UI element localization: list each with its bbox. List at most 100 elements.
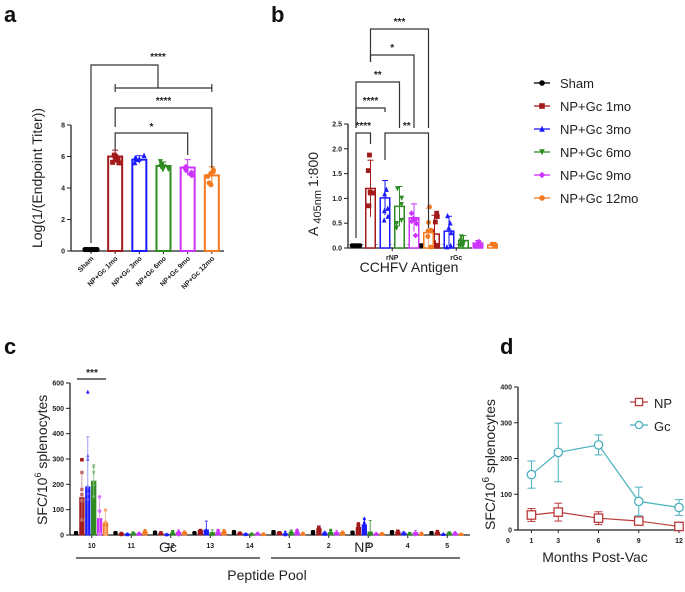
data-point: [80, 487, 84, 492]
bar: [310, 529, 316, 535]
significance-bracket: [90, 64, 159, 243]
data-point: [458, 234, 464, 240]
legend-marker: [634, 420, 644, 430]
data-point: [475, 243, 482, 249]
x-tick-label: 0: [506, 538, 510, 545]
y-tick-label: 200: [500, 456, 512, 463]
legend-label: NP+Gc 3mo: [560, 122, 631, 137]
group-label-gc: Gc: [159, 539, 177, 555]
data-point: [553, 447, 564, 458]
significance-stars: ****: [355, 121, 371, 132]
legend-label: NP: [654, 396, 672, 411]
y-tick-label: 600: [52, 381, 64, 388]
data-point: [215, 530, 221, 535]
legend-marker: [539, 149, 545, 156]
data-point: [381, 207, 387, 214]
x-tick-label: 2: [327, 543, 331, 550]
data-point: [131, 532, 135, 537]
data-point: [425, 234, 431, 239]
data-point: [198, 529, 203, 533]
data-point: [250, 532, 254, 537]
data-point: [159, 531, 163, 535]
data-point: [381, 217, 387, 223]
data-point: [143, 529, 147, 534]
significance-bracket: [355, 81, 401, 128]
data-point: [446, 224, 452, 231]
x-tick-label: 5: [445, 543, 449, 550]
y-tick-label: 500: [52, 406, 64, 413]
data-point: [367, 189, 373, 195]
x-tick-label: 11: [128, 543, 136, 550]
y-tick-label: 0: [61, 249, 65, 256]
data-point: [427, 204, 432, 210]
y-axis-label-part: SFC/10: [34, 477, 50, 525]
data-point: [394, 225, 400, 231]
y-tick-label: 8: [61, 123, 65, 130]
y-axis-label-part: splenocytes: [482, 399, 498, 477]
y-tick-label: 2.0: [332, 146, 342, 153]
data-point: [340, 531, 345, 536]
bar: [131, 158, 148, 252]
data-point: [92, 495, 96, 500]
bar: [389, 529, 395, 535]
y-tick-label: 300: [500, 420, 512, 427]
y-tick-label: 6: [61, 154, 65, 161]
data-point: [435, 529, 440, 534]
data-point: [132, 159, 138, 166]
bar: [107, 155, 124, 252]
legend-label: Sham: [560, 76, 594, 91]
significance-stars: ***: [86, 368, 98, 379]
data-point: [94, 246, 100, 253]
significance-stars: *: [149, 122, 153, 133]
bar: [350, 530, 355, 535]
y-axis-label-part: splenocytes: [34, 395, 50, 473]
significance-bracket: [355, 132, 372, 238]
data-point: [188, 169, 195, 176]
bar: [155, 164, 172, 252]
data-point: [408, 218, 415, 225]
significance-stars: ****: [156, 96, 172, 107]
data-point: [171, 529, 175, 534]
data-point: [399, 195, 405, 201]
bar: [271, 529, 276, 535]
data-point: [410, 215, 417, 222]
y-axis-label-part: 6: [33, 473, 43, 478]
series-line-gc: [531, 444, 680, 509]
data-point: [413, 531, 418, 537]
significance-stars: ****: [363, 96, 379, 107]
data-point: [115, 157, 121, 163]
data-point: [458, 242, 463, 248]
x-tick-label: 10: [88, 543, 96, 550]
data-point: [459, 532, 463, 537]
data-point: [458, 238, 464, 244]
legend-marker: [539, 125, 545, 132]
data-point: [176, 529, 181, 535]
significance-bracket: [114, 132, 189, 155]
x-axis-label: Months Post-Vac: [542, 549, 648, 565]
data-point: [526, 469, 537, 480]
data-point: [492, 242, 497, 248]
data-point: [97, 531, 102, 536]
significance-bracket: [114, 107, 213, 168]
data-point: [444, 244, 450, 250]
bar: [73, 530, 79, 535]
data-point: [368, 532, 372, 537]
data-point: [244, 531, 248, 536]
data-point: [412, 216, 419, 223]
data-point: [329, 528, 333, 533]
data-point: [204, 531, 208, 535]
significance-stars: ***: [394, 17, 406, 28]
data-point: [362, 521, 366, 526]
data-point: [208, 182, 214, 188]
bar: [152, 530, 158, 535]
data-point: [97, 494, 102, 499]
data-point: [419, 531, 424, 535]
y-tick-label: 4: [61, 186, 65, 193]
data-point: [373, 531, 379, 537]
data-point: [222, 528, 226, 533]
legend-label: Gc: [654, 419, 671, 434]
data-point: [434, 210, 440, 216]
